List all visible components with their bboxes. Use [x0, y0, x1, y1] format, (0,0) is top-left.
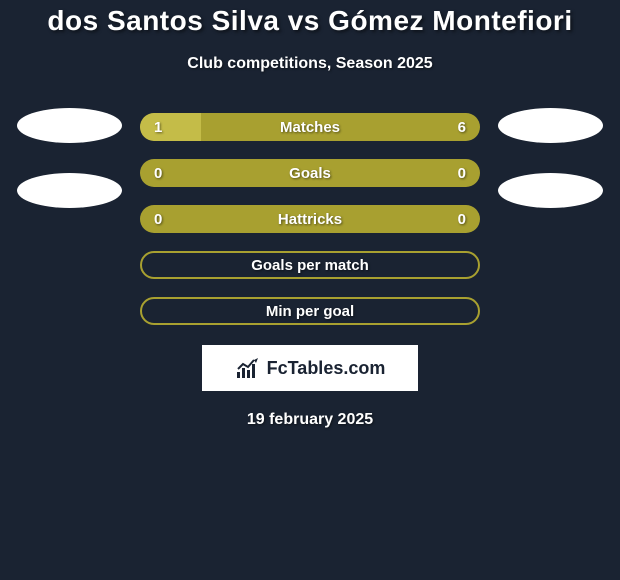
stat-label: Matches — [280, 119, 340, 136]
page-subtitle: Club competitions, Season 2025 — [187, 55, 432, 73]
date-text: 19 february 2025 — [247, 411, 373, 429]
player2-avatar — [498, 108, 603, 143]
stat-bar-matches: 1 Matches 6 — [140, 113, 480, 141]
stats-area: 1 Matches 6 0 Goals 0 0 Hattricks 0 Goal… — [17, 113, 603, 325]
main-container: dos Santos Silva vs Gómez Montefiori Clu… — [0, 0, 620, 429]
page-title: dos Santos Silva vs Gómez Montefiori — [47, 5, 572, 37]
stat-label: Goals — [289, 165, 331, 182]
player2-team-avatar — [498, 173, 603, 208]
stat-bar-hattricks: 0 Hattricks 0 — [140, 205, 480, 233]
stat-bar-min-per-goal: Min per goal — [140, 297, 480, 325]
stat-label: Goals per match — [251, 257, 369, 274]
left-avatar-column — [17, 108, 122, 208]
player1-avatar — [17, 108, 122, 143]
player1-team-avatar — [17, 173, 122, 208]
stat-label: Hattricks — [278, 211, 342, 228]
stat-right-value: 0 — [458, 211, 466, 228]
stat-bar-goals-per-match: Goals per match — [140, 251, 480, 279]
stat-right-value: 6 — [458, 119, 466, 136]
stat-right-value: 0 — [458, 165, 466, 182]
stat-label: Min per goal — [266, 303, 354, 320]
brand-box[interactable]: FcTables.com — [202, 345, 418, 391]
stat-bar-segment — [140, 113, 201, 141]
stat-bar-goals: 0 Goals 0 — [140, 159, 480, 187]
stat-left-value: 1 — [154, 119, 162, 136]
stat-bars-column: 1 Matches 6 0 Goals 0 0 Hattricks 0 Goal… — [140, 113, 480, 325]
stat-left-value: 0 — [154, 211, 162, 228]
right-avatar-column — [498, 108, 603, 208]
stat-left-value: 0 — [154, 165, 162, 182]
chart-icon — [235, 358, 261, 378]
brand-text: FcTables.com — [267, 358, 386, 379]
